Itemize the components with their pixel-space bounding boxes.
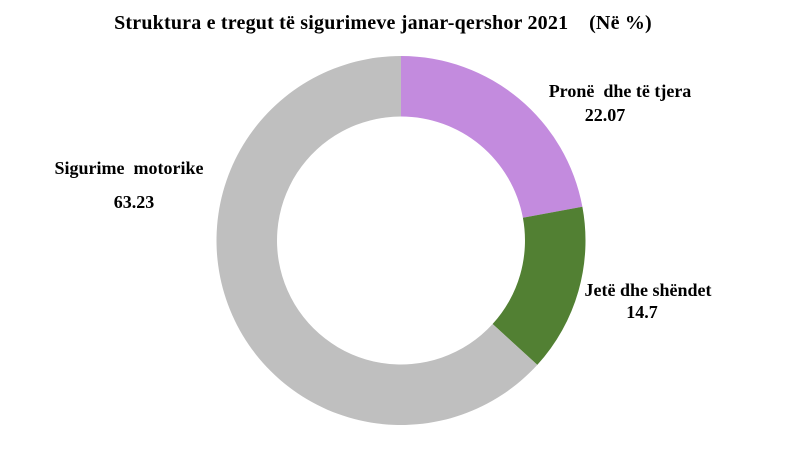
slice-label-jete-dhe-shendet: Jetë dhe shëndet xyxy=(584,280,712,300)
slice-label-prone-dhe-te-tjera: Pronë dhe të tjera xyxy=(548,81,692,101)
donut-slice-0 xyxy=(401,56,583,218)
donut-slice-2 xyxy=(216,56,538,425)
donut-slice-1 xyxy=(492,206,586,365)
slice-value-sigurime-motorike: 63.23 xyxy=(113,192,155,212)
slice-value-jete-dhe-shendet: 14.7 xyxy=(626,302,658,322)
slice-value-prone-dhe-te-tjera: 22.07 xyxy=(584,105,626,125)
chart-title: Struktura e tregut të sigurimeve janar-q… xyxy=(114,12,652,34)
slice-label-sigurime-motorike: Sigurime motorike xyxy=(54,158,204,178)
